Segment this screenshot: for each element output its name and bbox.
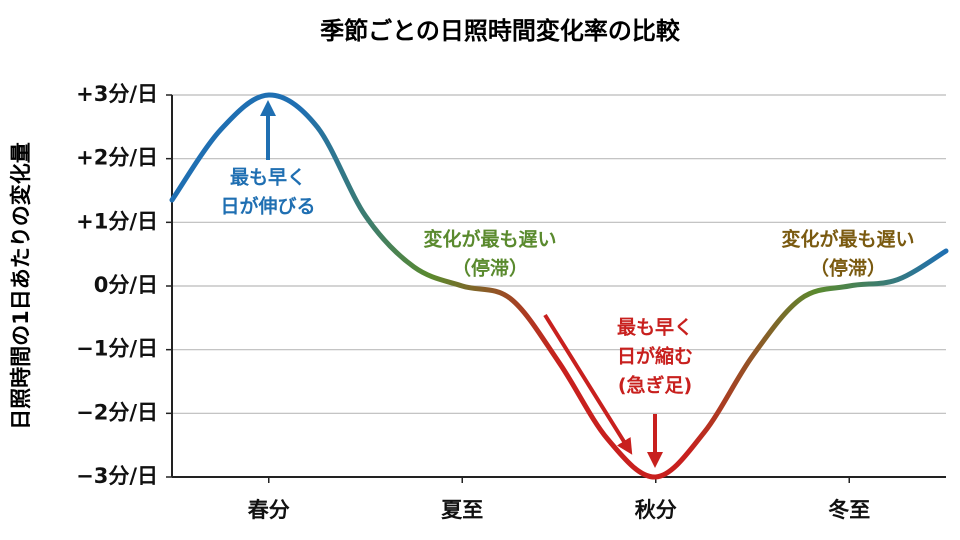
y-tick-label: 0分/日: [94, 273, 158, 297]
y-tick-label: −2分/日: [76, 400, 158, 424]
y-tick-label: +3分/日: [76, 82, 158, 106]
x-tick-label: 夏至: [441, 498, 483, 522]
arrow: [543, 313, 633, 455]
y-tick-label: −3分/日: [76, 464, 158, 488]
x-tick-label: 冬至: [828, 498, 870, 522]
x-tick-label: 秋分: [635, 498, 677, 522]
annotation: （停滞）: [452, 257, 528, 280]
curve: [169, 92, 949, 480]
y-axis-label: 日照時間の1日あたりの変化量: [9, 142, 33, 430]
annotation: 変化が最も遅い: [781, 228, 914, 251]
annotation: 最も早く: [230, 167, 306, 189]
chart-title: 季節ごとの日照時間変化率の比較: [320, 17, 681, 45]
y-tick-label: +1分/日: [76, 209, 158, 233]
annotation: （停滞）: [810, 257, 886, 280]
x-tick-label: 春分: [248, 498, 290, 522]
annotation: (急ぎ足): [618, 374, 692, 397]
annotation: 変化が最も遅い: [423, 228, 556, 251]
y-tick-label: −1分/日: [76, 337, 158, 361]
y-tick-label: +2分/日: [76, 146, 158, 170]
annotation: 日が縮む: [617, 345, 693, 368]
annotation: 最も早く: [617, 317, 693, 339]
annotation: 日が伸びる: [220, 195, 315, 218]
